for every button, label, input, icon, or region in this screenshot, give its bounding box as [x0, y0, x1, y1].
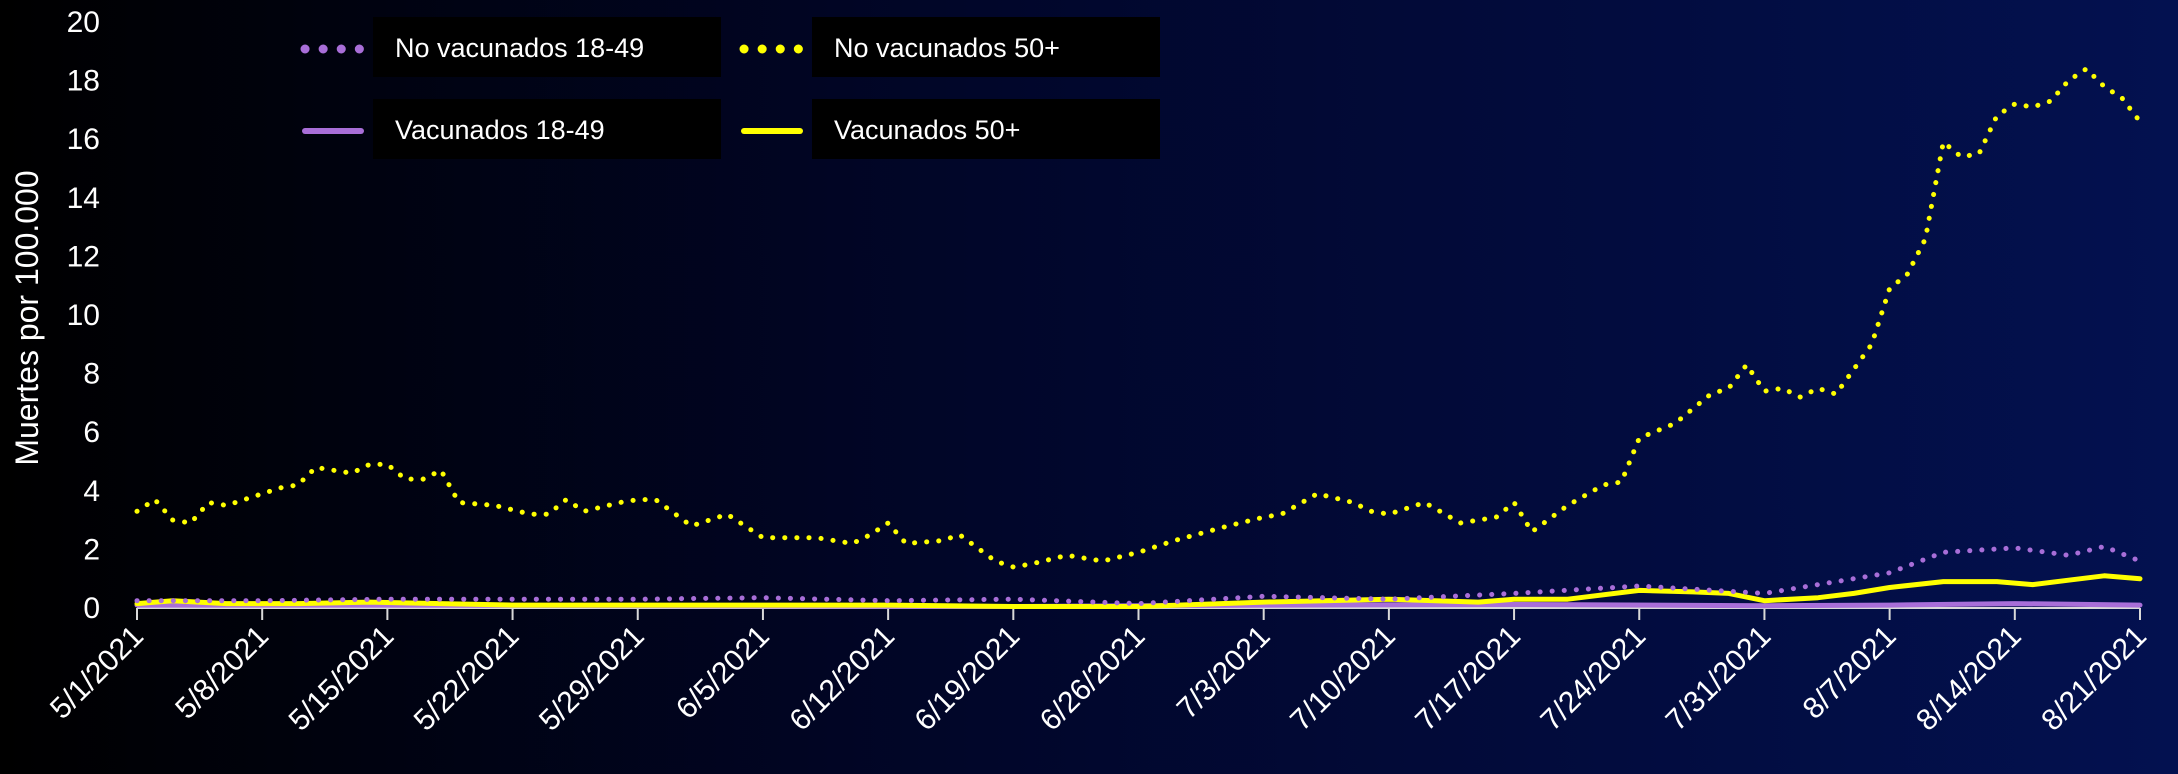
x-axis: 5/1/2021 5/8/2021 5/15/2021 5/22/2021 5/29/2… — [44, 608, 2153, 737]
x-tick-label: 6/19/2021 — [909, 620, 1027, 738]
x-tick-label: 7/24/2021 — [1534, 620, 1652, 738]
legend-label: No vacunados 18-49 — [395, 33, 644, 63]
x-tick-label: 5/8/2021 — [169, 620, 275, 726]
y-tick-label: 12 — [67, 240, 100, 273]
x-tick-label: 5/29/2021 — [533, 620, 651, 738]
x-tick-label: 5/15/2021 — [283, 620, 401, 738]
y-tick-label: 4 — [83, 475, 100, 508]
x-tick-label: 7/3/2021 — [1171, 620, 1277, 726]
legend-label: No vacunados 50+ — [834, 33, 1060, 63]
x-tick-label: 6/26/2021 — [1034, 620, 1152, 738]
legend: No vacunados 18-49 No vacunados 50+ Vacuna… — [305, 17, 1160, 159]
x-tick-label: 8/21/2021 — [2035, 620, 2153, 738]
legend-label: Vacunados 50+ — [834, 115, 1020, 145]
x-tick-label: 7/17/2021 — [1409, 620, 1527, 738]
y-axis-label: Muertes por 100.000 — [9, 170, 45, 465]
y-tick-label: 6 — [83, 416, 100, 449]
legend-label: Vacunados 18-49 — [395, 115, 605, 145]
x-tick-label: 7/10/2021 — [1284, 620, 1402, 738]
x-tick-label: 5/1/2021 — [44, 620, 150, 726]
y-tick-label: 14 — [67, 182, 100, 215]
y-tick-label: 2 — [83, 533, 100, 566]
y-tick-label: 0 — [83, 592, 100, 625]
x-tick-label: 6/5/2021 — [670, 620, 776, 726]
x-tick-label: 6/12/2021 — [783, 620, 901, 738]
x-tick-label: 8/14/2021 — [1910, 620, 2028, 738]
y-tick-label: 16 — [67, 123, 100, 156]
y-tick-label: 20 — [67, 6, 100, 39]
y-tick-label: 8 — [83, 358, 100, 391]
y-tick-label: 18 — [67, 65, 100, 98]
x-tick-label: 8/7/2021 — [1797, 620, 1903, 726]
y-tick-label: 10 — [67, 299, 100, 332]
y-axis-ticks: 0 2 4 6 8 10 12 14 16 18 20 — [67, 6, 100, 625]
x-tick-label: 5/22/2021 — [408, 620, 526, 738]
x-tick-label: 7/31/2021 — [1660, 620, 1778, 738]
